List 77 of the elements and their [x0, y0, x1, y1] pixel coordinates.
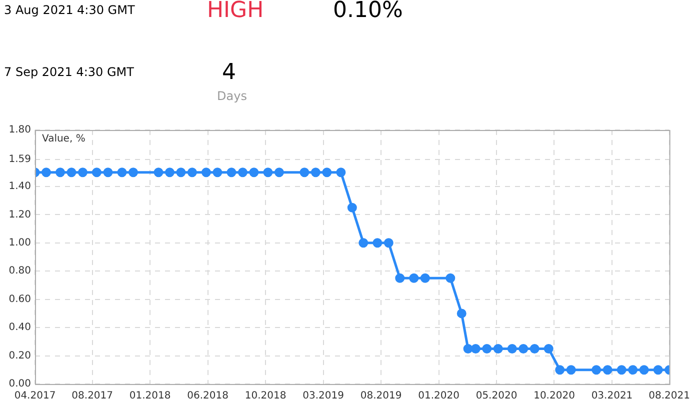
x-tick-label: 03.2021	[591, 390, 633, 402]
y-tick-label: 0.60	[8, 294, 31, 305]
y-tick-label: 0.00	[8, 378, 31, 390]
text: 7 Sep 2021 4:30 GMT	[4, 65, 134, 79]
x-tick-label: 01.2020	[418, 390, 460, 402]
y-tick-label: 1.59	[8, 154, 31, 166]
text: HIGH	[207, 0, 264, 23]
point	[249, 168, 259, 178]
x-tick-label: 10.2018	[244, 390, 286, 402]
point	[310, 168, 320, 178]
x-tick-label: 08.2019	[360, 390, 402, 402]
x-tick-label: 10.2020	[534, 390, 575, 402]
point	[544, 344, 554, 354]
x-tick-label: 01.2018	[129, 390, 171, 402]
x-tick-label: 08.2017	[72, 390, 114, 402]
point	[92, 168, 102, 178]
point	[507, 344, 517, 354]
text: 3 Aug 2021 4:30 GMT	[4, 3, 135, 17]
point	[238, 168, 248, 178]
point	[493, 344, 503, 354]
text: 0.10%	[333, 0, 403, 23]
point	[616, 365, 626, 375]
point	[420, 273, 430, 283]
point	[653, 365, 663, 375]
point	[602, 365, 612, 375]
point	[56, 168, 66, 178]
point	[263, 168, 273, 178]
y-axis-title: Value, %	[42, 134, 86, 145]
point	[530, 344, 540, 354]
point	[187, 168, 197, 178]
point	[372, 238, 382, 248]
point	[482, 344, 492, 354]
point	[201, 168, 211, 178]
point	[566, 365, 576, 375]
point	[300, 168, 310, 178]
y-tick-label: 0.80	[8, 266, 31, 277]
point	[395, 273, 405, 283]
point	[226, 168, 236, 178]
point	[322, 168, 332, 178]
point	[78, 168, 88, 178]
point	[117, 168, 127, 178]
point	[446, 273, 456, 283]
point	[336, 168, 346, 178]
point	[41, 168, 51, 178]
point	[463, 344, 473, 354]
x-tick-label: 08.2021	[648, 390, 690, 402]
y-tick-label: 1.80	[8, 124, 31, 136]
x-tick-label: 03.2019	[302, 390, 344, 402]
y-tick-label: 1.40	[8, 181, 31, 192]
y-tick-label: 0.20	[8, 350, 31, 362]
point	[409, 273, 419, 283]
x-tick-label: 04.2017	[14, 390, 56, 402]
x-tick-label: 05.2020	[476, 390, 518, 402]
point	[103, 168, 113, 178]
point	[274, 168, 284, 178]
point	[518, 344, 528, 354]
y-tick-label: 1.20	[8, 209, 31, 220]
point	[154, 168, 164, 178]
x-tick-label: 06.2018	[187, 390, 228, 402]
text: Days	[217, 89, 247, 103]
point	[358, 238, 368, 248]
point	[639, 365, 649, 375]
y-tick-label: 1.00	[8, 237, 31, 248]
y-tick-label: 0.40	[8, 322, 31, 334]
point	[176, 168, 186, 178]
point	[164, 168, 174, 178]
point	[456, 308, 466, 318]
point	[384, 238, 394, 248]
point	[628, 365, 638, 375]
point	[470, 344, 480, 354]
point	[66, 168, 76, 178]
text: 4	[222, 60, 236, 85]
point	[212, 168, 222, 178]
point	[555, 365, 565, 375]
point	[128, 168, 138, 178]
point	[347, 202, 357, 212]
point	[592, 365, 602, 375]
